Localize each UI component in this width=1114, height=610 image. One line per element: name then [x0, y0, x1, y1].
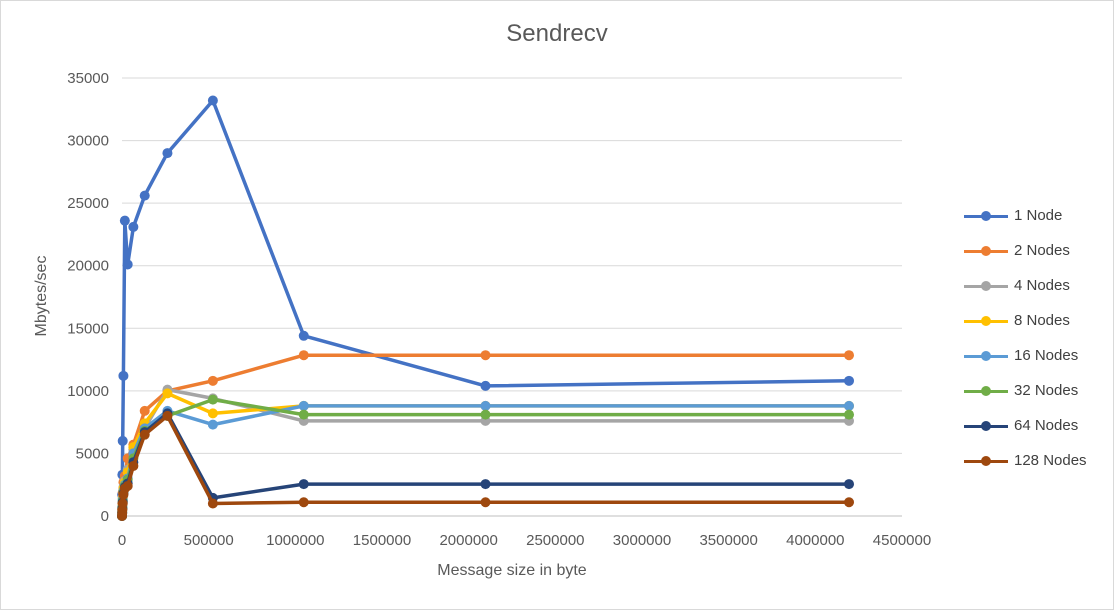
data-point [298, 479, 309, 490]
legend-item: 4 Nodes [964, 268, 1087, 303]
x-axis-label: Message size in byte [437, 562, 587, 579]
legend-swatch [964, 419, 1008, 433]
data-point [162, 148, 173, 159]
data-point [207, 419, 218, 430]
data-point [844, 375, 855, 386]
x-tick-label: 4000000 [786, 532, 844, 549]
data-point [128, 460, 139, 471]
data-point [298, 400, 309, 411]
data-point [207, 394, 218, 405]
data-point [844, 479, 855, 490]
y-tick-label: 35000 [67, 70, 109, 87]
data-point [480, 479, 491, 490]
data-point [480, 409, 491, 420]
legend-swatch [964, 384, 1008, 398]
data-point [298, 409, 309, 420]
legend-label: 4 Nodes [1014, 277, 1070, 294]
legend-label: 32 Nodes [1014, 382, 1079, 399]
data-point [117, 435, 128, 446]
data-point [122, 480, 133, 491]
data-point [139, 190, 150, 201]
data-point [139, 405, 150, 416]
data-point [480, 400, 491, 411]
x-tick-label: 1500000 [353, 532, 411, 549]
x-tick-label: 2500000 [526, 532, 584, 549]
data-point [844, 350, 855, 361]
y-tick-label: 10000 [67, 383, 109, 400]
x-tick-label: 1000000 [266, 532, 324, 549]
data-point [844, 497, 855, 508]
y-tick-label: 15000 [67, 320, 109, 337]
y-tick-label: 20000 [67, 258, 109, 275]
series-line [120, 353, 849, 517]
data-point [298, 330, 309, 341]
legend-label: 64 Nodes [1014, 417, 1079, 434]
data-point [298, 497, 309, 508]
legend-item: 16 Nodes [964, 338, 1087, 373]
x-tick-label: 500000 [184, 532, 234, 549]
data-point [119, 215, 130, 226]
data-point [139, 429, 150, 440]
x-tick-label: 3000000 [613, 532, 671, 549]
data-point [122, 259, 133, 270]
legend-item: 1 Node [964, 198, 1087, 233]
data-point [480, 350, 491, 361]
legend-swatch [964, 244, 1008, 258]
legend-swatch [964, 279, 1008, 293]
legend-swatch [964, 349, 1008, 363]
y-tick-label: 0 [101, 508, 109, 525]
legend-label: 2 Nodes [1014, 242, 1070, 259]
data-point [207, 498, 218, 509]
data-point [480, 380, 491, 391]
data-point [118, 370, 129, 381]
legend-item: 8 Nodes [964, 303, 1087, 338]
legend: 1 Node 2 Nodes 4 Nodes 8 Nodes 16 Nodes 32 No… [964, 198, 1087, 478]
x-tick-label: 4500000 [873, 532, 931, 549]
legend-item: 128 Nodes [964, 443, 1087, 478]
x-tick-label: 0 [118, 532, 126, 549]
series-7 [117, 410, 855, 521]
y-tick-label: 25000 [67, 195, 109, 212]
x-tick-label: 3500000 [699, 532, 757, 549]
data-point [207, 95, 218, 106]
legend-swatch [964, 209, 1008, 223]
data-point [207, 408, 218, 419]
data-point [298, 350, 309, 361]
legend-label: 8 Nodes [1014, 312, 1070, 329]
y-tick-label: 30000 [67, 133, 109, 150]
data-point [128, 221, 139, 232]
data-point [480, 497, 491, 508]
legend-item: 32 Nodes [964, 373, 1087, 408]
data-point [117, 498, 128, 509]
x-tick-label: 2000000 [439, 532, 497, 549]
chart-title: Sendrecv [506, 20, 608, 47]
legend-item: 2 Nodes [964, 233, 1087, 268]
legend-swatch [964, 454, 1008, 468]
legend-label: 128 Nodes [1014, 452, 1087, 469]
data-point [844, 400, 855, 411]
data-point [844, 409, 855, 420]
series-0 [117, 95, 855, 521]
series-line [120, 98, 850, 517]
legend-label: 16 Nodes [1014, 347, 1079, 364]
data-point [207, 375, 218, 386]
legend-swatch [964, 314, 1008, 328]
legend-label: 1 Node [1014, 207, 1063, 224]
legend-item: 64 Nodes [964, 408, 1087, 443]
data-point [162, 410, 173, 421]
data-point [162, 388, 173, 399]
y-tick-label: 5000 [76, 445, 109, 462]
